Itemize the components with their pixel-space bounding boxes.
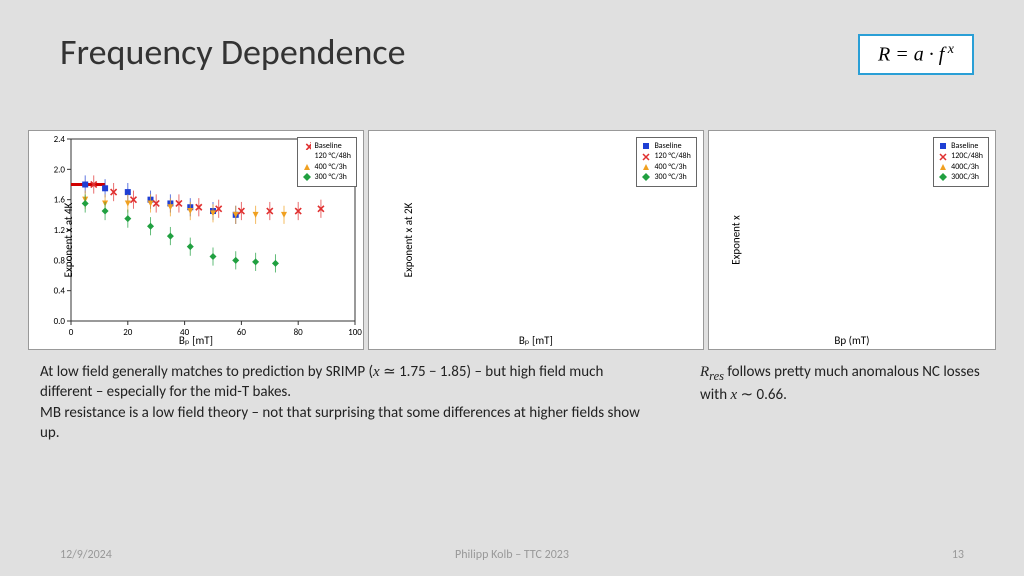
svg-text:0.0: 0.0 bbox=[54, 316, 66, 327]
footer-center: Philipp Kolb – TTC 2023 bbox=[455, 548, 569, 562]
chart-2k: Exponent x at 2K Bₚ [mT] Baseline120 °C/… bbox=[368, 130, 704, 350]
chart-res-ylabel: Exponent x bbox=[729, 215, 742, 265]
chart-4k-xlabel: Bₚ [mT] bbox=[179, 334, 213, 347]
page-title: Frequency Dependence bbox=[60, 30, 406, 74]
svg-text:2.0: 2.0 bbox=[54, 164, 66, 175]
svg-text:0: 0 bbox=[69, 327, 74, 338]
chart-2k-ylabel: Exponent x at 2K bbox=[402, 203, 415, 278]
charts-row: 0204060801000.00.40.81.21.62.02.4 Expone… bbox=[28, 130, 996, 350]
chart-2k-legend: Baseline120 °C/48h400 °C/3h300 °C/3h bbox=[636, 137, 696, 187]
chart-res-xlabel: Bp (mT) bbox=[834, 334, 869, 347]
svg-text:20: 20 bbox=[123, 327, 133, 338]
footer-date: 12/9/2024 bbox=[60, 548, 112, 562]
svg-text:0.4: 0.4 bbox=[54, 286, 66, 297]
caption-right: Rres follows pretty much anomalous NC lo… bbox=[700, 362, 980, 405]
chart-4k-legend: 01020304050607080901001.01.52.02.53.0Bas… bbox=[297, 137, 357, 187]
svg-text:60: 60 bbox=[237, 327, 247, 338]
chart-4k: 0204060801000.00.40.81.21.62.02.4 Expone… bbox=[28, 130, 364, 350]
svg-text:2.4: 2.4 bbox=[54, 134, 66, 145]
footer-page: 13 bbox=[952, 548, 964, 562]
svg-text:100: 100 bbox=[348, 327, 362, 338]
formula-box: R = a · f x bbox=[858, 34, 974, 75]
chart-2k-xlabel: Bₚ [mT] bbox=[519, 334, 553, 347]
chart-res: Exponent x Bp (mT) Baseline120C/48h400C/… bbox=[708, 130, 996, 350]
chart-4k-ylabel: Exponent x at 4K bbox=[62, 203, 75, 278]
svg-text:80: 80 bbox=[294, 327, 304, 338]
chart-res-legend: Baseline120C/48h400C/3h300C/3h bbox=[933, 137, 989, 187]
caption-left: At low field generally matches to predic… bbox=[40, 362, 640, 443]
